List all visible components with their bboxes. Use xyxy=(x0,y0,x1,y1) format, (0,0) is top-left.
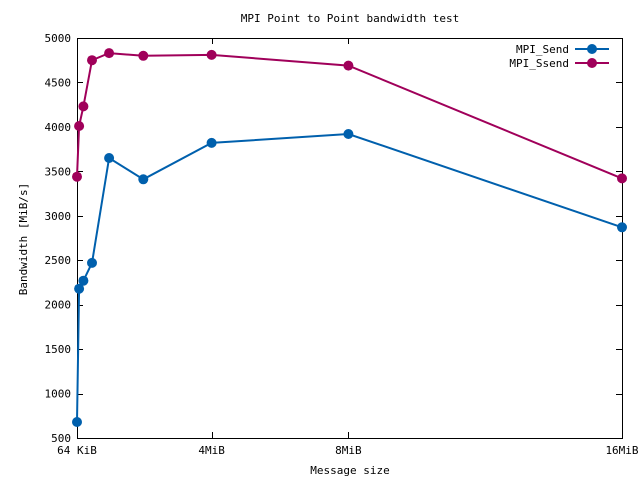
data-point xyxy=(78,101,89,112)
legend-label: MPI_Ssend xyxy=(509,57,569,70)
data-point xyxy=(72,171,82,182)
y-tick-label: 1500 xyxy=(45,343,72,356)
y-tick-label: 3000 xyxy=(45,210,72,223)
data-point xyxy=(78,275,89,286)
data-point xyxy=(72,417,82,427)
data-point xyxy=(343,60,354,71)
data-point xyxy=(74,283,85,294)
y-tick-label: 4500 xyxy=(45,76,72,89)
data-point xyxy=(617,173,627,184)
series-line xyxy=(76,52,623,180)
data-point xyxy=(74,121,85,131)
y-tick-label: 2500 xyxy=(45,254,72,267)
data-point xyxy=(87,55,97,66)
x-tick-label: 64 KiB xyxy=(57,444,97,457)
y-axis-label: Bandwidth [MiB/s] xyxy=(17,183,30,296)
data-point xyxy=(206,49,217,60)
y-axis: 500 1000 1500 2000 2500 3000 3500 4000 4500 5000 xyxy=(45,32,622,445)
chart-title: MPI Point to Point bandwidth test xyxy=(241,12,460,25)
series-layer xyxy=(72,48,627,427)
y-tick-label: 500 xyxy=(51,432,71,445)
data-point xyxy=(87,257,97,268)
data-point xyxy=(104,48,115,59)
data-point xyxy=(617,222,627,233)
series-line xyxy=(76,132,623,423)
x-axis: 64 KiB 4MiB 8MiB 16MiB xyxy=(57,38,639,457)
data-point xyxy=(343,129,354,139)
data-point xyxy=(138,174,149,185)
plot-frame xyxy=(77,38,623,439)
x-tick-label: 16MiB xyxy=(605,444,638,457)
data-point xyxy=(138,50,149,61)
y-tick-label: 4000 xyxy=(45,121,72,134)
x-tick-label: 8MiB xyxy=(335,444,362,457)
data-point xyxy=(206,137,217,148)
x-axis-label: Message size xyxy=(310,464,389,477)
legend-marker xyxy=(587,58,597,68)
y-tick-label: 3500 xyxy=(45,165,72,178)
x-tick-label: 4MiB xyxy=(198,444,225,457)
legend-label: MPI_Send xyxy=(516,43,569,56)
y-tick-label: 2000 xyxy=(45,299,72,312)
series-mpi-ssend xyxy=(72,48,627,184)
legend-marker xyxy=(587,44,597,54)
series-mpi-send xyxy=(72,129,627,427)
y-tick-label: 1000 xyxy=(45,388,72,401)
data-point xyxy=(104,153,115,163)
y-tick-label: 5000 xyxy=(45,32,72,45)
